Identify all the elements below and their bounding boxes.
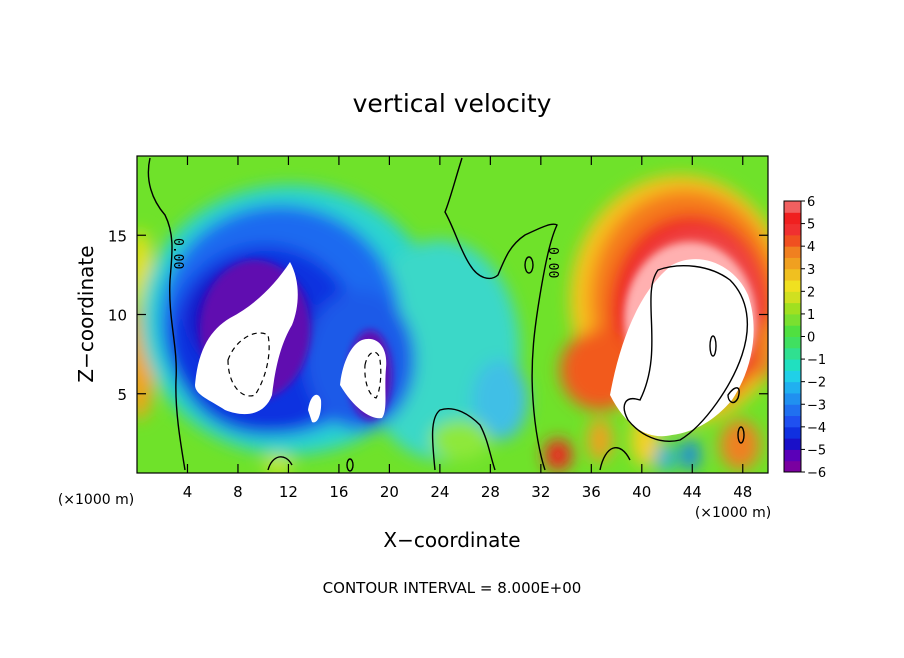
colorbar-segment xyxy=(784,347,801,360)
x-axis: 4 8 12 16 20 24 28 32 36 40 44 48 xyxy=(183,156,752,501)
colorbar-segment xyxy=(784,257,801,270)
contour-interval-note: CONTOUR INTERVAL = 8.000E+00 xyxy=(323,579,582,597)
colorbar-tick-label: 4 xyxy=(807,240,815,255)
chart-title: vertical velocity xyxy=(353,89,552,118)
colorbar: 6 5 4 3 2 1 0 −1 −2 −3 −4 −5 −6 xyxy=(783,195,826,481)
colorbar-segment xyxy=(784,404,801,417)
colorbar-tick-label: −3 xyxy=(807,398,826,413)
colorbar-tick-label: 2 xyxy=(807,285,815,300)
x-tick-label: 44 xyxy=(683,483,702,501)
x-tick-label: 28 xyxy=(481,483,500,501)
colorbar-segment xyxy=(784,212,801,225)
x-tick-label: 24 xyxy=(430,483,449,501)
colorbar-segment xyxy=(784,426,801,439)
y-axis: 5 10 15 xyxy=(108,227,768,404)
x-tick-label: 36 xyxy=(582,483,601,501)
colorbar-segment xyxy=(784,280,801,292)
x-tick-label: 12 xyxy=(279,483,298,501)
colorbar-segment xyxy=(784,359,801,371)
y-tick-label: 15 xyxy=(108,227,127,245)
colorbar-tick-label: 0 xyxy=(807,331,815,346)
colorbar-tick-label: −1 xyxy=(807,353,826,368)
x-unit-label: (×1000 m) xyxy=(695,505,771,521)
colorbar-segment xyxy=(784,438,801,450)
colorbar-segment xyxy=(784,246,801,258)
colorbar-tick-label: 3 xyxy=(807,263,815,278)
x-tick-label: 48 xyxy=(733,483,752,501)
colorbar-tick-label: −5 xyxy=(807,443,826,458)
colorbar-segment xyxy=(784,381,801,394)
x-tick-label: 8 xyxy=(233,483,243,501)
colorbar-segment xyxy=(784,291,801,304)
x-tick-label: 40 xyxy=(632,483,651,501)
x-tick-label: 4 xyxy=(183,483,193,501)
contour-label-right: 0.00 xyxy=(545,247,560,278)
colorbar-segment xyxy=(784,449,801,462)
y-tick-label: 10 xyxy=(108,307,127,325)
y-unit-label: (×1000 m) xyxy=(58,492,134,508)
colorbar-tick-label: −6 xyxy=(807,466,826,481)
colorbar-segment xyxy=(784,201,801,213)
colorbar-segment xyxy=(784,415,801,428)
colorbar-tick-label: −2 xyxy=(807,376,826,391)
contour-label-left: 0.00 xyxy=(170,238,185,269)
colorbar-segment xyxy=(784,392,801,405)
colorbar-tick-label: 1 xyxy=(807,308,815,323)
x-tick-label: 20 xyxy=(380,483,399,501)
colorbar-segment xyxy=(784,325,801,337)
colorbar-segment xyxy=(784,336,801,349)
x-axis-label: X−coordinate xyxy=(383,528,520,552)
colorbar-tick-label: 6 xyxy=(807,195,815,210)
colorbar-tick-label: −4 xyxy=(807,421,826,436)
x-tick-label: 16 xyxy=(329,483,348,501)
colorbar-segment xyxy=(784,302,801,315)
colorbar-segment xyxy=(784,370,801,383)
colorbar-segment xyxy=(784,268,801,281)
colorbar-segment xyxy=(784,313,801,326)
colorbar-tick-label: 5 xyxy=(807,218,815,233)
velocity-field: 0.00 0.00 xyxy=(137,156,768,473)
colorbar-segment xyxy=(784,234,801,247)
colorbar-segment xyxy=(784,460,801,473)
x-tick-label: 32 xyxy=(531,483,550,501)
y-axis-label: Z−coordinate xyxy=(74,245,98,382)
colorbar-segment xyxy=(784,223,801,236)
y-tick-label: 5 xyxy=(117,386,127,404)
